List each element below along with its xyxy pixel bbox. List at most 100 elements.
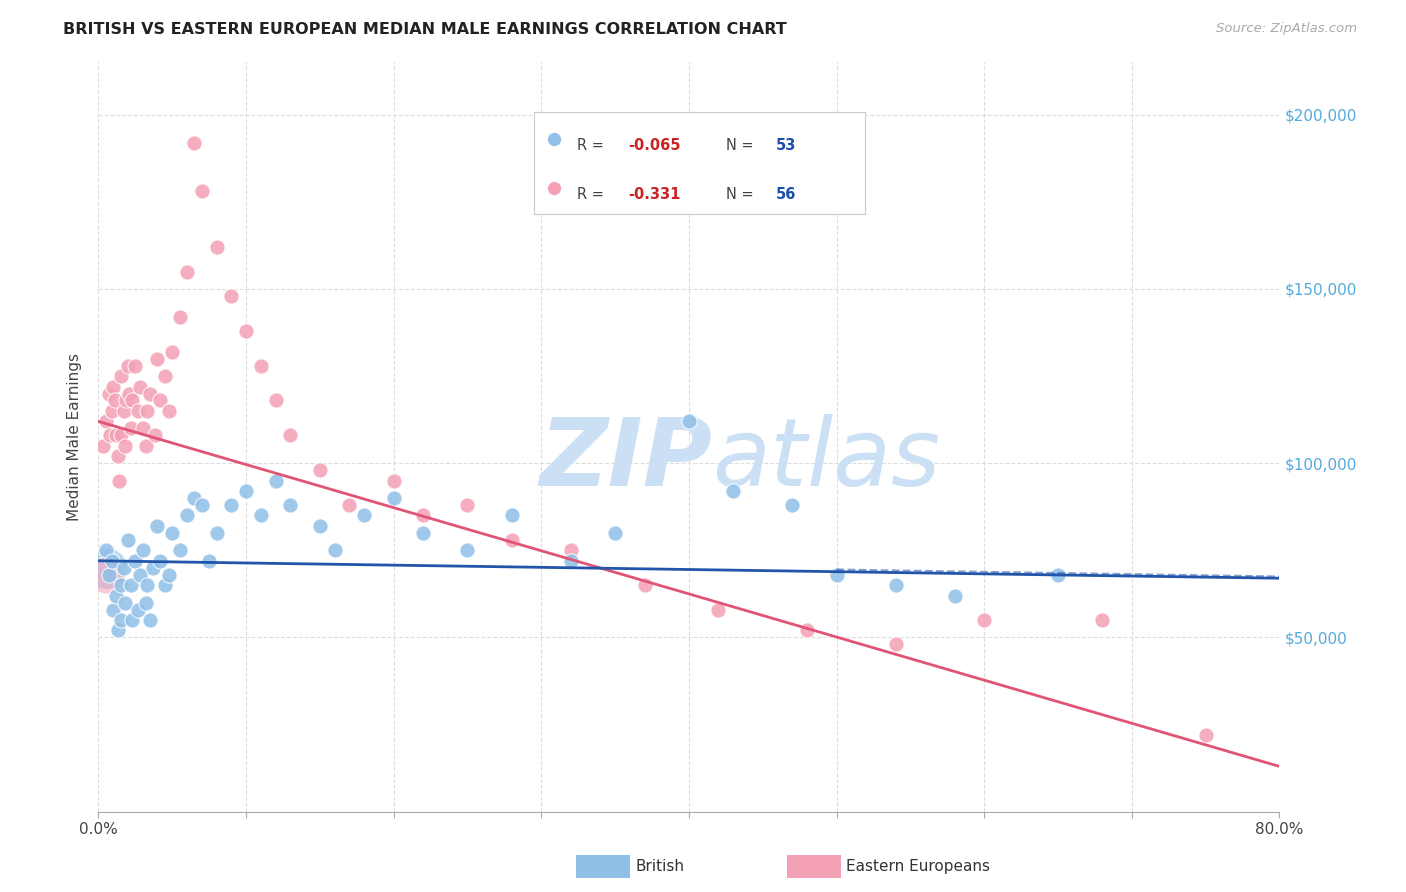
Point [264, 393, 287, 408]
Point [127, 404, 149, 418]
Point [309, 463, 332, 477]
Point [110, 369, 132, 384]
Point [796, 624, 818, 638]
Y-axis label: Median Male Earnings: Median Male Earnings [67, 353, 83, 521]
Point [105, 589, 128, 603]
Point [120, 421, 142, 435]
Point [132, 543, 155, 558]
Text: Source: ZipAtlas.com: Source: ZipAtlas.com [1216, 22, 1357, 36]
Point [139, 386, 162, 401]
Point [543, 132, 565, 146]
Point [382, 491, 405, 505]
Point [139, 613, 162, 627]
Point [136, 578, 159, 592]
Point [118, 386, 141, 401]
Point [98, 428, 121, 442]
Point [114, 596, 136, 610]
Point [146, 519, 169, 533]
Point [124, 359, 146, 373]
Point [412, 525, 434, 540]
Point [135, 596, 157, 610]
Point [91, 439, 114, 453]
Point [115, 393, 138, 408]
Point [110, 613, 132, 627]
Text: 53: 53 [776, 138, 796, 153]
Point [105, 428, 128, 442]
Point [382, 474, 405, 488]
Point [157, 404, 180, 418]
Text: British: British [636, 859, 685, 873]
Point [112, 404, 135, 418]
Point [884, 578, 907, 592]
Point [162, 525, 183, 540]
Point [127, 602, 149, 616]
Text: R =: R = [578, 138, 609, 153]
Point [162, 344, 183, 359]
Point [169, 310, 191, 324]
Point [97, 386, 120, 401]
Text: atlas: atlas [713, 414, 941, 505]
Point [973, 613, 995, 627]
Point [124, 554, 146, 568]
Point [100, 554, 122, 568]
Point [149, 554, 172, 568]
Point [128, 567, 150, 582]
Point [264, 474, 287, 488]
Point [157, 567, 180, 582]
Point [169, 543, 191, 558]
Point [149, 393, 172, 408]
Point [723, 484, 745, 499]
Point [142, 561, 165, 575]
Point [191, 185, 214, 199]
Point [114, 439, 136, 453]
Point [278, 498, 302, 512]
Point [633, 578, 655, 592]
Point [146, 351, 169, 366]
Point [235, 484, 257, 499]
Point [605, 525, 627, 540]
Point [191, 498, 214, 512]
Point [120, 578, 142, 592]
Point [183, 491, 205, 505]
Text: -0.065: -0.065 [628, 138, 681, 153]
Point [107, 624, 129, 638]
Text: Eastern Europeans: Eastern Europeans [846, 859, 990, 873]
Point [121, 393, 143, 408]
Point [560, 543, 582, 558]
Point [353, 508, 375, 523]
Point [143, 428, 166, 442]
Point [94, 414, 117, 428]
Point [198, 554, 221, 568]
Point [825, 567, 848, 582]
Point [250, 508, 273, 523]
Point [104, 393, 127, 408]
Point [153, 369, 176, 384]
Point [94, 567, 117, 582]
Point [94, 543, 117, 558]
Text: BRITISH VS EASTERN EUROPEAN MEDIAN MALE EARNINGS CORRELATION CHART: BRITISH VS EASTERN EUROPEAN MEDIAN MALE … [63, 22, 787, 37]
Point [219, 498, 242, 512]
Point [205, 525, 228, 540]
Point [278, 428, 302, 442]
Point [117, 533, 139, 547]
Point [501, 508, 523, 523]
Point [103, 379, 125, 393]
Point [136, 404, 159, 418]
Text: -0.331: -0.331 [628, 187, 681, 202]
Point [1091, 613, 1114, 627]
Point [235, 324, 257, 338]
Point [412, 508, 434, 523]
Point [309, 519, 332, 533]
Point [100, 404, 122, 418]
Text: N =: N = [725, 187, 758, 202]
Point [250, 359, 273, 373]
Text: R =: R = [578, 187, 613, 202]
Point [176, 264, 198, 278]
Point [132, 421, 155, 435]
Point [782, 498, 804, 512]
Point [884, 637, 907, 651]
Point [183, 136, 205, 150]
Point [1046, 567, 1069, 582]
Point [205, 240, 228, 254]
Point [323, 543, 346, 558]
